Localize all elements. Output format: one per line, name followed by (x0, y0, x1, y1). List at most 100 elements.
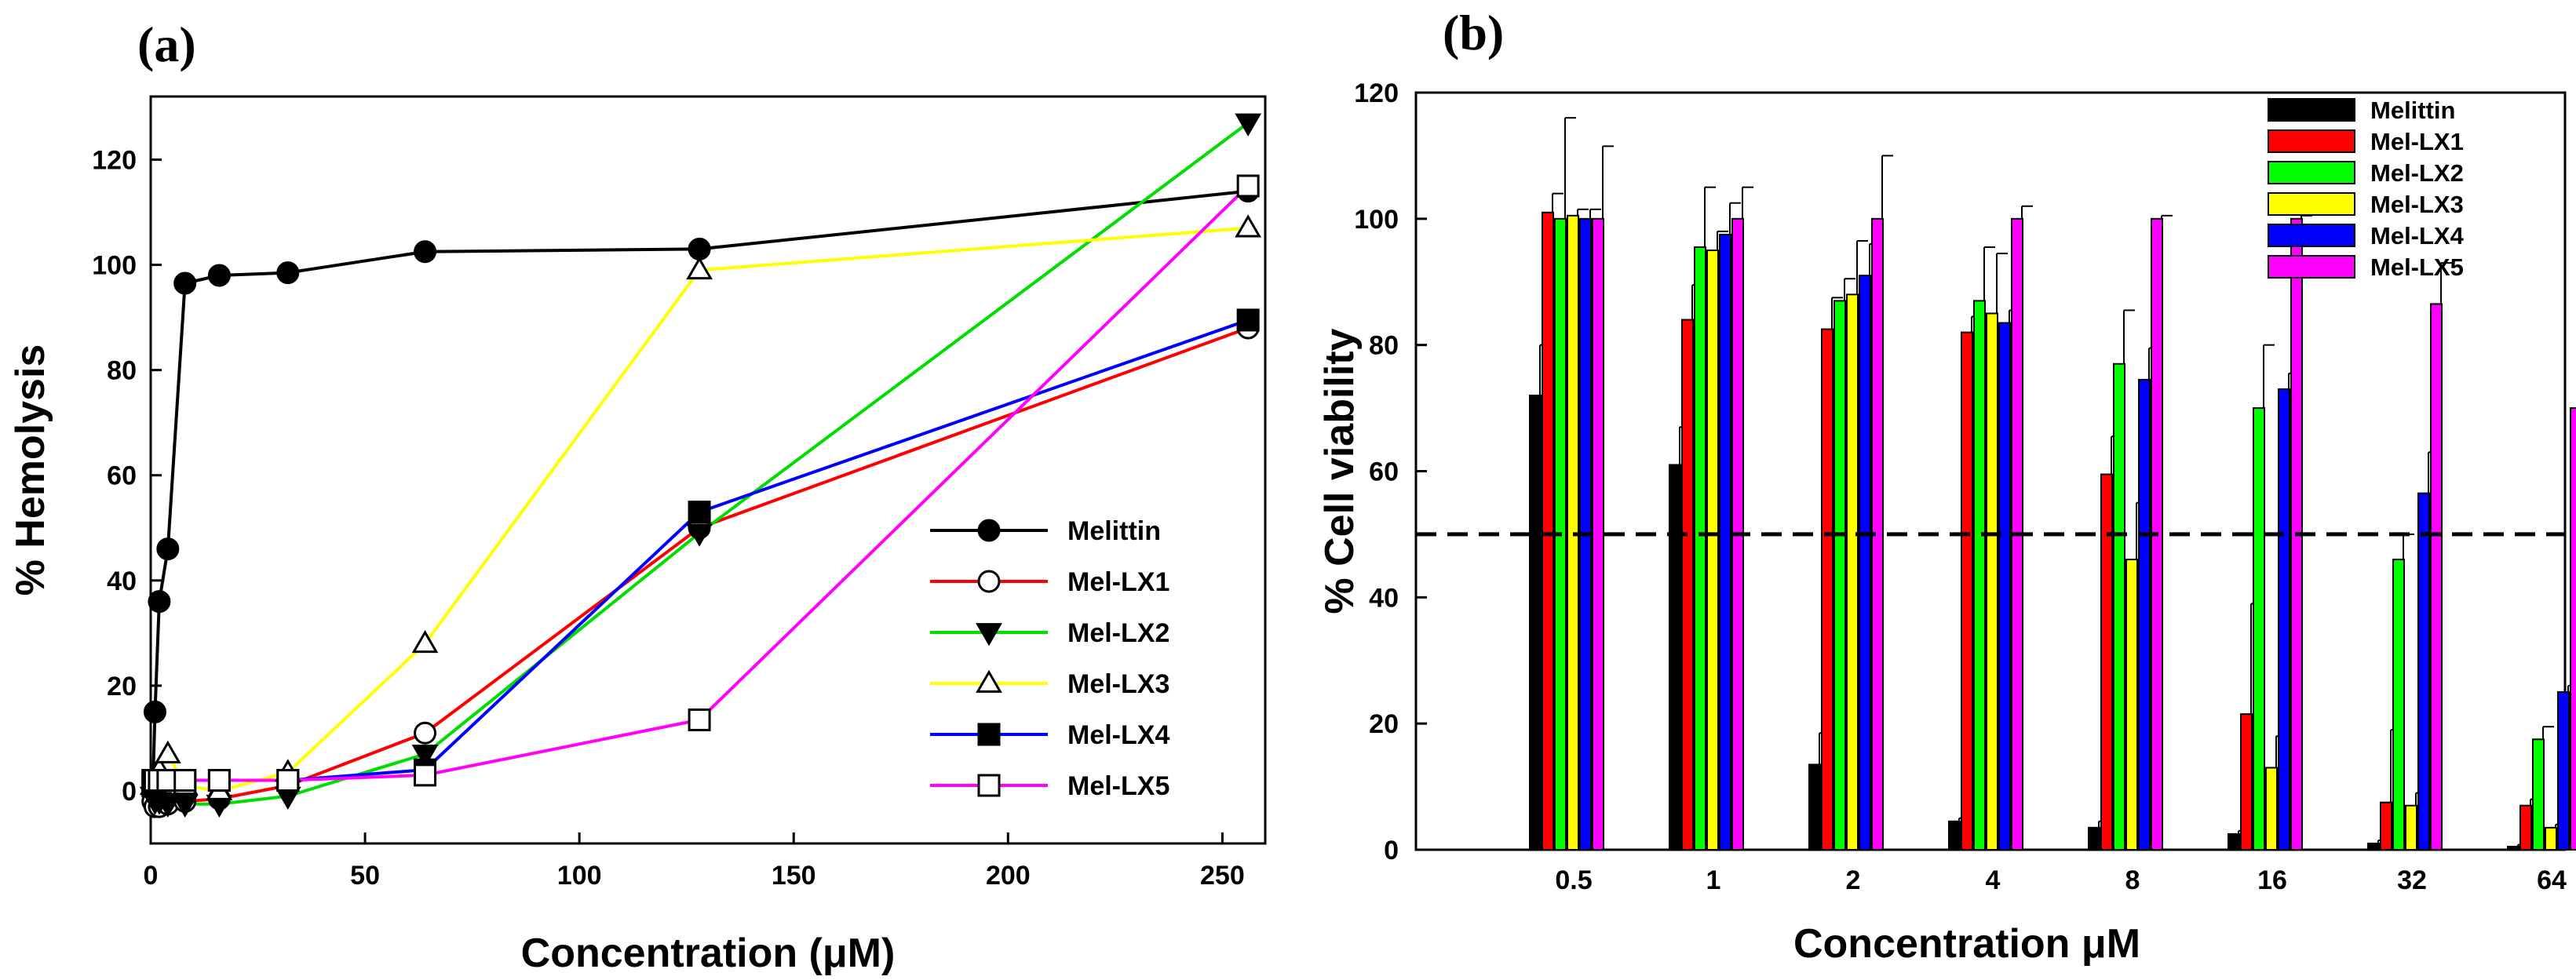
x-tick-label: 200 (986, 861, 1031, 891)
legend-swatch-mel-lx1 (2268, 129, 2355, 153)
x-tick-label: 2 (1846, 865, 1861, 895)
y-axis-title: % Hemolysis (8, 344, 53, 596)
y-tick-label: 100 (1354, 205, 1399, 235)
data-point-melittin (148, 590, 171, 614)
bar-mel-lx1-0-5 (1542, 211, 1554, 851)
data-point-mel-lx4 (688, 501, 711, 524)
bar-mel-lx3-64 (2545, 826, 2557, 851)
legend-marker-mel-lx3 (976, 669, 1002, 693)
data-point-melittin (276, 261, 300, 285)
bar-melittin-32 (2367, 842, 2380, 851)
legend-label: Mel-LX2 (1067, 618, 1169, 648)
data-point-mel-lx2 (171, 794, 199, 818)
bar-mel-lx2-32 (2392, 559, 2405, 851)
legend-swatch-mel-lx3 (2268, 192, 2355, 216)
panel-b-cell-viability-chart: (b) 0 20 40 60 80 100 120 0.5 1 2 4 8 16 32 64 Concentra… (1317, 5, 2576, 967)
data-point-mel-lx5 (688, 708, 711, 731)
legend-marker-mel-lx5 (977, 774, 1001, 797)
data-point-mel-lx5 (173, 769, 197, 792)
data-point-mel-lx2 (411, 745, 439, 768)
bar-mel-lx4-1 (1719, 233, 1731, 851)
legend-label: Mel-LX3 (1067, 669, 1169, 699)
x-tick-label: 50 (350, 861, 380, 891)
data-point-mel-lx3 (411, 629, 439, 654)
bar-mel-lx2-16 (2253, 407, 2265, 851)
panel-a-label: (a) (137, 16, 196, 72)
legend-swatch-mel-lx4 (2268, 224, 2355, 247)
x-tick-label: 1 (1706, 865, 1721, 895)
bar-melittin-64 (2507, 845, 2519, 851)
bar-mel-lx3-8 (2125, 559, 2138, 851)
y-tick-label: 120 (92, 145, 137, 175)
bar-mel-lx4-16 (2278, 388, 2290, 851)
panel-b-label: (b) (1443, 5, 1504, 60)
y-tick-label: 60 (107, 461, 137, 491)
x-tick-label: 4 (1986, 865, 2001, 895)
bar-mel-lx4-2 (1859, 275, 1871, 851)
data-point-melittin (156, 537, 180, 561)
data-point-mel-lx5 (414, 763, 437, 787)
legend-swatch-mel-lx2 (2268, 161, 2355, 184)
legend-label: Mel-LX1 (1067, 567, 1169, 597)
bar-melittin-8 (2088, 826, 2100, 851)
bar-mel-lx1-16 (2240, 713, 2253, 851)
data-point-mel-lx2 (686, 523, 713, 547)
legend-label: Melittin (2370, 97, 2456, 124)
x-axis-title: Concentration (μM) (521, 931, 896, 976)
data-point-mel-lx3 (154, 740, 181, 763)
bar-mel-lx4-8 (2138, 378, 2151, 851)
x-tick-label: 0 (144, 861, 159, 891)
bar-mel-lx2-4 (1973, 300, 1986, 851)
y-tick-label: 80 (107, 356, 137, 386)
data-point-mel-lx3 (686, 256, 713, 280)
series-line-mel-lx2 (151, 121, 1250, 806)
data-point-mel-lx5 (276, 769, 300, 792)
y-tick-label: 20 (1369, 709, 1399, 739)
y-tick-label: 120 (1354, 78, 1399, 108)
bar-mel-lx4-4 (1998, 322, 2011, 851)
legend-label: Mel-LX3 (2370, 191, 2464, 218)
legend-label: Melittin (1067, 516, 1161, 546)
bar-mel-lx5-0-5 (1592, 217, 1604, 851)
legend-label: Mel-LX5 (1067, 771, 1169, 801)
bar-melittin-2 (1808, 763, 1821, 851)
bar-mel-lx3-32 (2405, 804, 2417, 851)
bar-mel-lx3-2 (1846, 293, 1859, 851)
legend-marker-mel-lx1 (977, 570, 1001, 593)
y-tick-label: 40 (1369, 583, 1399, 613)
y-tick-label: 0 (1384, 836, 1399, 865)
bar-mel-lx3-1 (1706, 250, 1719, 851)
x-tick-label: 100 (557, 861, 602, 891)
y-tick-label: 60 (1369, 457, 1399, 487)
data-point-mel-lx5 (207, 769, 231, 792)
data-point-melittin (414, 240, 437, 264)
bar-mel-lx2-2 (1833, 300, 1846, 851)
bar-mel-lx1-64 (2519, 804, 2532, 851)
x-tick-label: 250 (1200, 861, 1245, 891)
legend-marker-mel-lx4 (977, 723, 1001, 746)
x-axis-title: Concentration μM (1793, 921, 2140, 967)
bar-mel-lx1-1 (1681, 319, 1694, 851)
series-line-melittin (151, 189, 1249, 789)
x-tick-label: 64 (2537, 865, 2567, 895)
data-point-mel-lx5 (1236, 174, 1260, 198)
x-tick-label: 16 (2257, 865, 2287, 895)
bar-melittin-1 (1669, 464, 1681, 851)
panel-a-hemolysis-chart: (a) 0 20 40 60 80 100 120 0 50 100 150 200 250 Concent… (8, 16, 1267, 976)
data-point-mel-lx1 (414, 721, 437, 745)
bar-mel-lx1-8 (2100, 473, 2113, 851)
data-point-melittin (207, 264, 231, 287)
bar-mel-lx2-8 (2113, 362, 2125, 851)
x-tick-label: 32 (2397, 865, 2427, 895)
data-point-mel-lx2 (154, 794, 181, 818)
legend-label: Mel-LX4 (2370, 222, 2465, 250)
bar-mel-lx1-32 (2380, 801, 2392, 851)
plot-frame-a (149, 95, 1267, 845)
bar-mel-lx3-16 (2265, 767, 2278, 851)
x-tick-label: 150 (772, 861, 816, 891)
data-point-mel-lx2 (1235, 113, 1262, 137)
y-tick-label: 100 (92, 251, 137, 281)
data-point-mel-lx4 (1236, 308, 1260, 332)
y-axis-title: % Cell viability (1317, 328, 1363, 614)
